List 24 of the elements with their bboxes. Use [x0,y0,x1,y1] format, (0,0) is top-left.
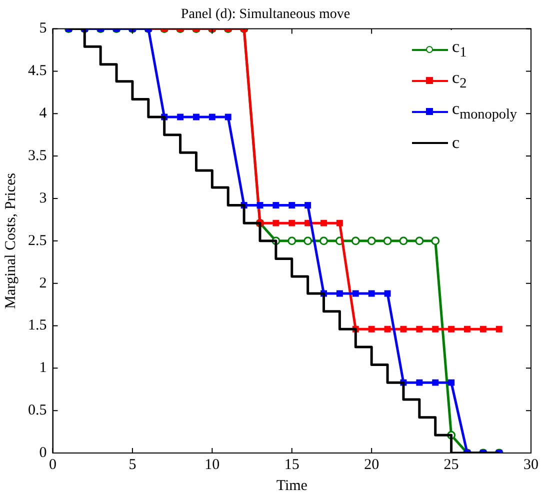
y-tick-label: 2 [39,275,47,292]
legend-label: c$_{2}$ [452,68,467,93]
y-tick-label: 1.5 [28,318,47,334]
y-tick-label: 3 [39,190,47,206]
y-tick-label: 3.5 [28,148,47,164]
x-tick-label: 5 [128,456,136,473]
x-tick-label: 15 [284,456,300,473]
x-tick-label: 10 [204,456,220,473]
y-tick-label: 2.5 [28,232,47,249]
x-tick-label: 25 [444,456,459,473]
x-tick-label: 30 [524,456,538,473]
y-axis-title: Marginal Costs, Prices [2,172,19,309]
y-tick-label: 4 [39,106,48,122]
y-tick-label: 0.5 [28,402,47,419]
x-axis-title: Time [276,478,308,494]
legend-label: c [452,132,460,152]
y-tick-label: 1 [39,360,47,376]
x-tick-label: 20 [364,456,380,473]
legend-label: c$_{1}$ [452,37,467,62]
y-tick-label: 5 [39,20,47,37]
y-tick-label: 4.5 [28,63,47,80]
chart-title: Panel (d): Simultaneous move [180,7,350,22]
y-tick-label: 0 [39,444,47,461]
legend-label: c$_{monopoly}$ [452,99,517,124]
